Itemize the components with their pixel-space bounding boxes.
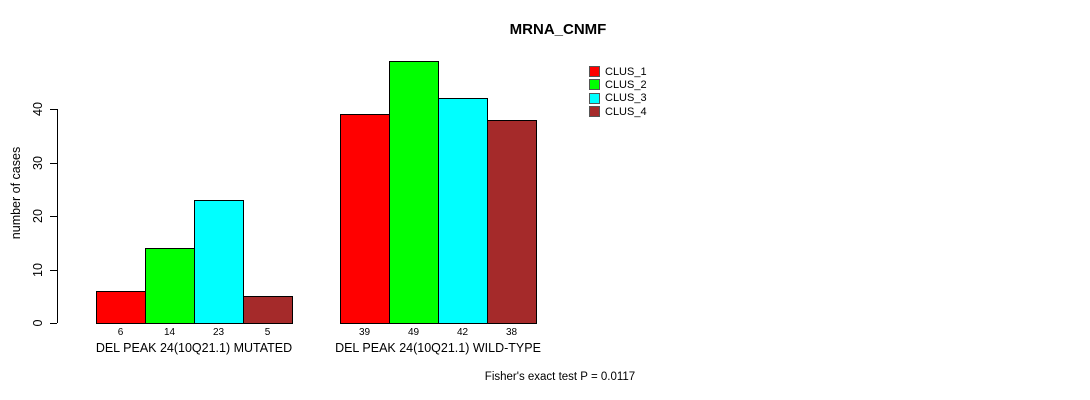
category-label: DEL PEAK 24(10Q21.1) WILD-TYPE [335,341,541,355]
bar [145,248,195,324]
bar [438,98,488,324]
bar [340,114,390,324]
legend-swatch [589,79,600,91]
y-axis-tick [50,109,57,110]
legend-swatch [589,66,600,77]
bar-value-label: 39 [358,327,371,338]
y-axis-tick-label: 0 [31,319,45,327]
y-axis-tick-label: 30 [31,155,45,170]
pvalue-annotation: Fisher's exact test P = 0.0117 [484,371,636,383]
y-axis-tick-label: 40 [31,102,45,116]
bar-value-label: 5 [264,327,271,338]
bar [243,296,293,324]
legend-item: CLUS_1 [589,65,647,78]
legend-label: CLUS_3 [605,92,647,105]
bar-value-label: 6 [117,327,124,338]
y-axis-line [57,109,58,323]
bar-value-label: 14 [163,327,176,338]
legend-label: CLUS_1 [605,65,647,78]
chart-title: MRNA_CNMF [509,21,607,38]
y-axis-tick-label: 20 [31,209,45,223]
bar [487,119,537,324]
y-axis-tick-label: 10 [31,262,45,277]
legend-label: CLUS_2 [605,78,647,91]
legend-item: CLUS_4 [589,105,647,118]
bar-value-label: 23 [212,327,225,338]
legend-item: CLUS_3 [589,92,647,105]
y-axis-tick [50,216,57,217]
bar-value-label: 49 [407,327,420,338]
bar-value-label: 42 [456,327,469,338]
bar [96,290,146,324]
legend-item: CLUS_2 [589,78,647,91]
bar [389,60,439,324]
y-axis-tick [50,323,57,324]
bar-value-label: 38 [505,327,518,338]
legend-label: CLUS_4 [605,105,647,118]
category-label: DEL PEAK 24(10Q21.1) MUTATED [95,341,293,355]
legend-swatch [589,92,600,104]
y-axis-tick [50,269,57,271]
y-axis-title: number of cases [9,146,23,240]
bar [194,199,244,324]
y-axis-tick [50,162,57,164]
legend-swatch [589,106,600,118]
